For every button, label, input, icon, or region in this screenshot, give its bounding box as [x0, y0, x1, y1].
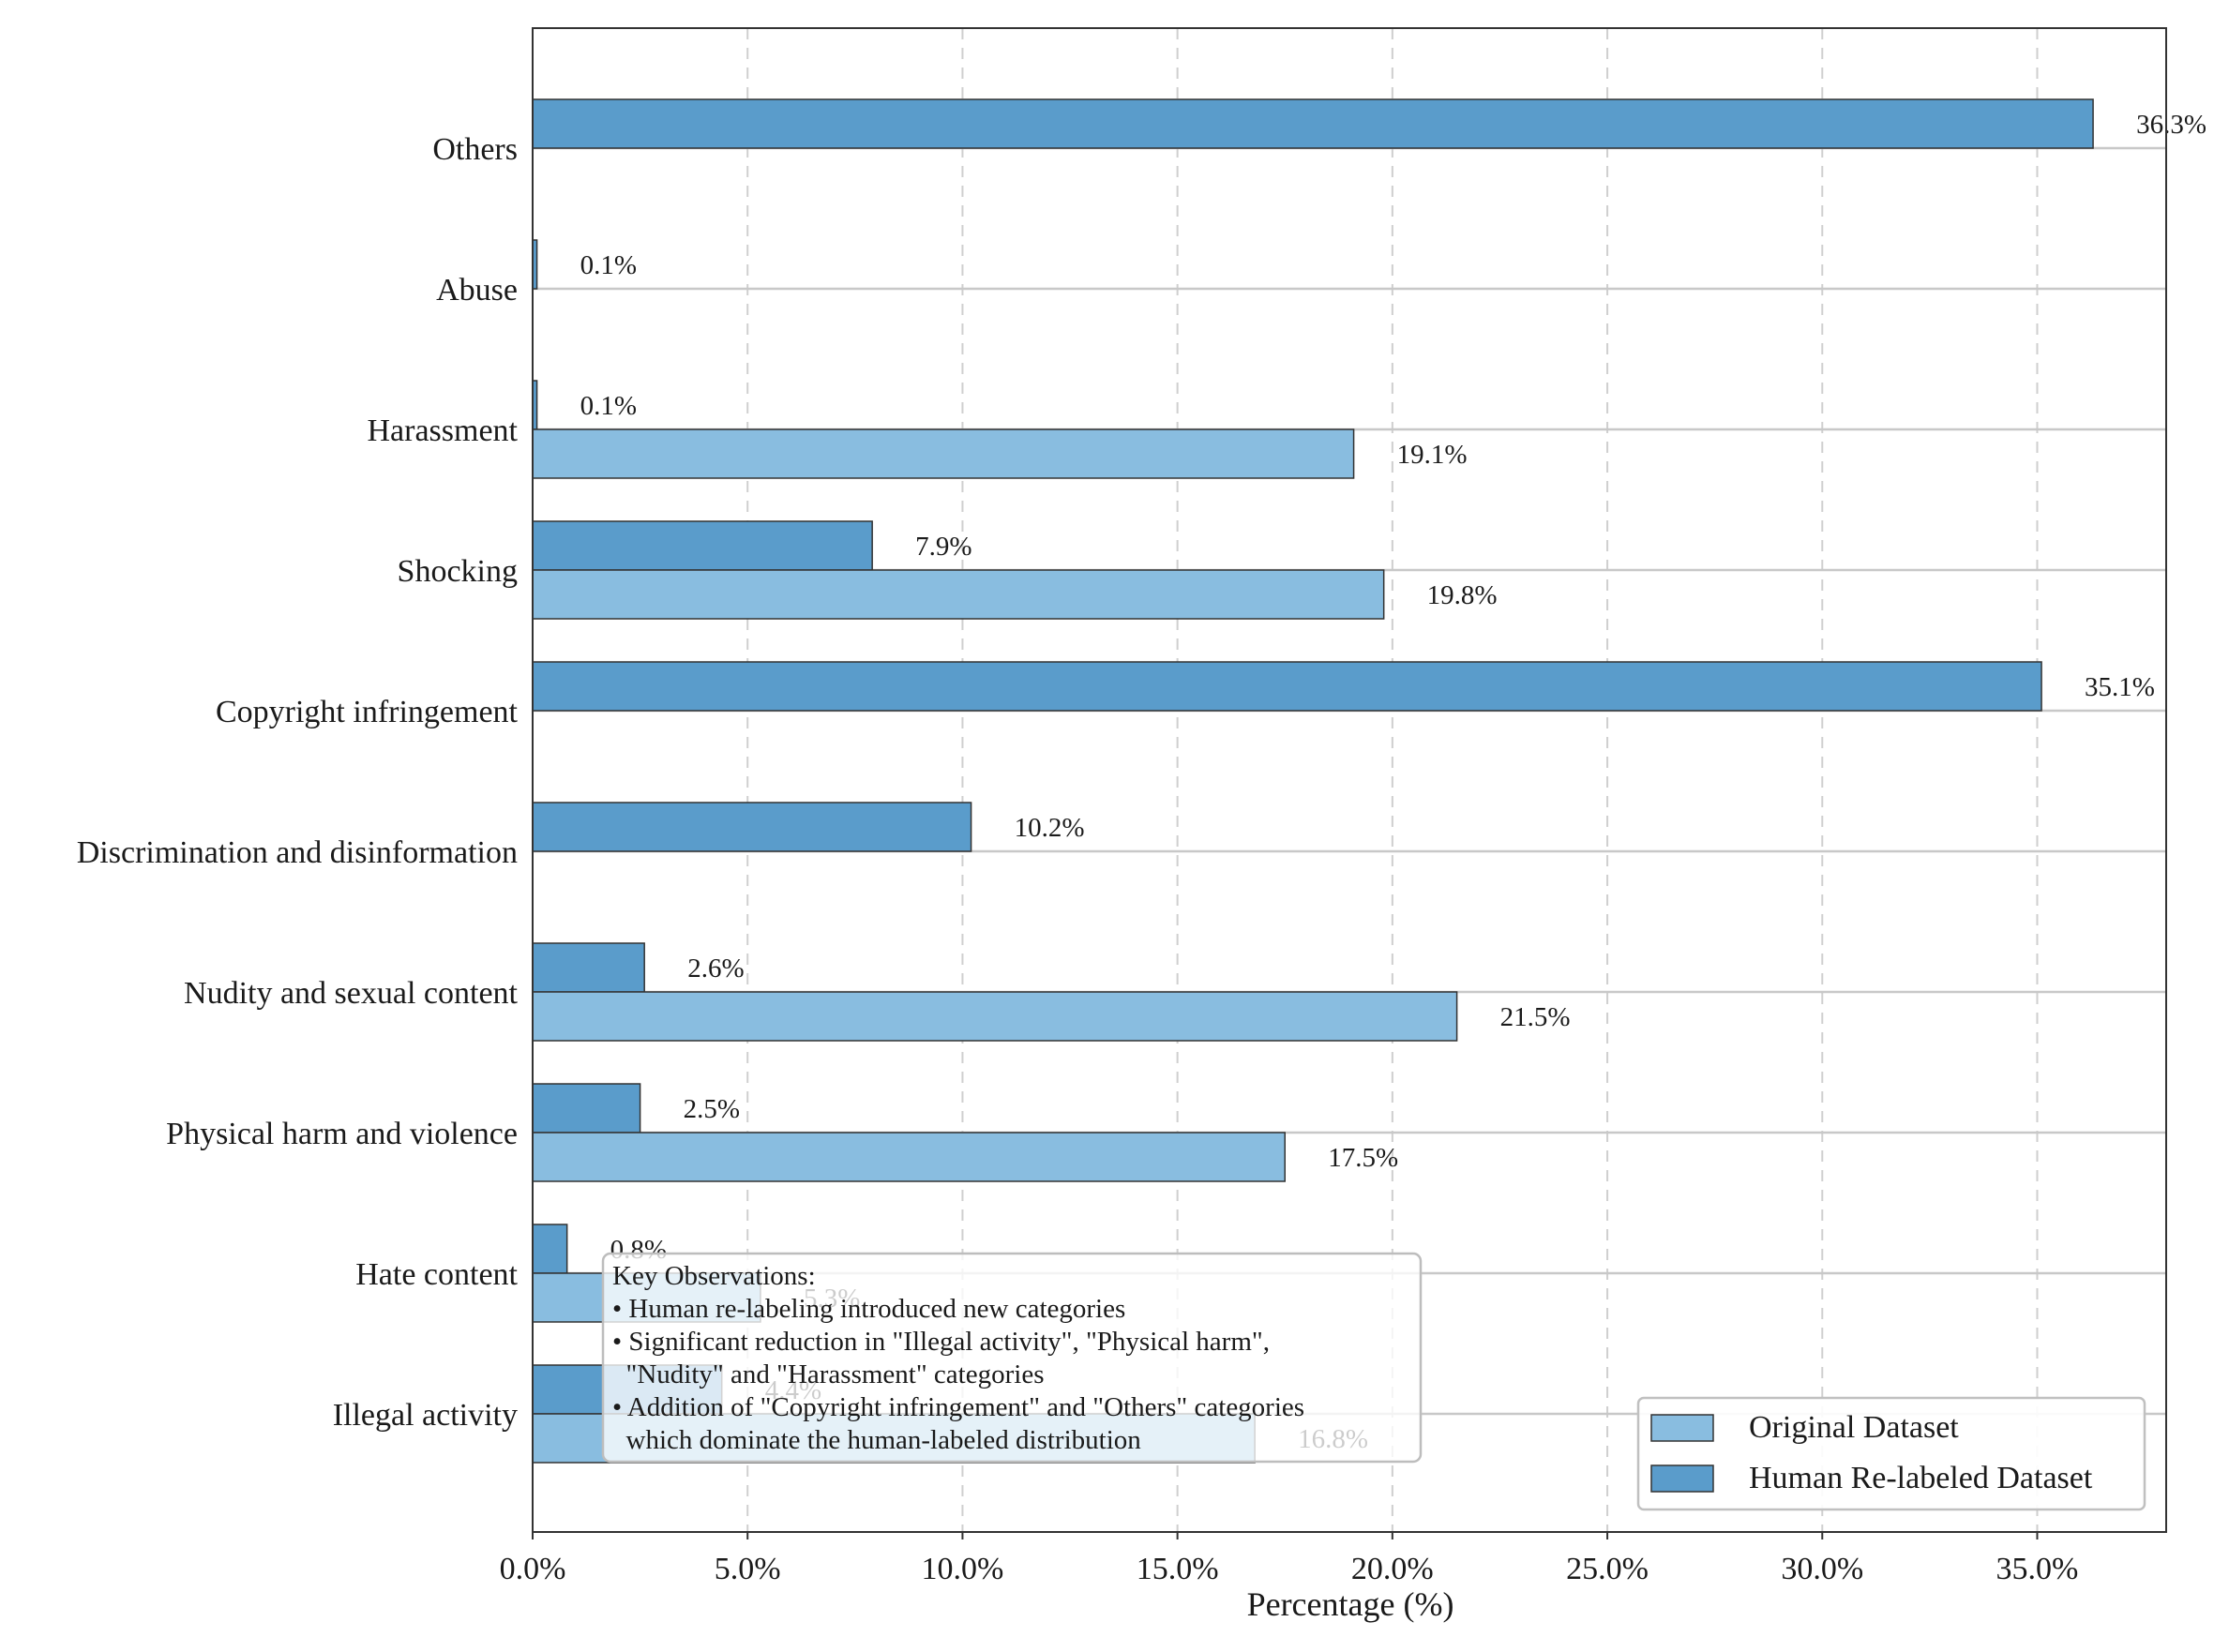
y-tick-label: Shocking	[398, 554, 518, 589]
x-tick-label: 30.0%	[1781, 1552, 1863, 1586]
y-tick-label: Nudity and sexual content	[184, 976, 519, 1011]
x-tick-label: 5.0%	[715, 1552, 781, 1586]
y-tick-label: Copyright infringement	[216, 695, 519, 729]
x-tick-label: 35.0%	[1996, 1552, 2079, 1586]
bar-original-label: 19.8%	[1427, 580, 1498, 610]
y-tick-label: Others	[432, 132, 518, 167]
legend-swatch	[1650, 1414, 1714, 1442]
key-observations-line: • Human re-labeling introduced new categ…	[612, 1294, 1125, 1324]
bar-human-relabeled	[532, 802, 972, 852]
key-observations-line: which dominate the human-labeled distrib…	[612, 1425, 1141, 1455]
bar-human-relabeled	[532, 661, 2042, 712]
y-tick-label: Hate content	[355, 1257, 518, 1292]
key-observations-box: Key Observations:• Human re-labeling int…	[601, 1252, 1423, 1464]
bar-human-relabeled-label: 7.9%	[915, 532, 971, 562]
bar-original	[532, 428, 1355, 479]
plot-frame	[532, 27, 2167, 1533]
key-observations-line: • Significant reduction in "Illegal acti…	[612, 1327, 1270, 1357]
y-tick-label: Abuse	[436, 273, 518, 308]
x-tick-label: 15.0%	[1137, 1552, 1219, 1586]
bar-human-relabeled-label: 0.1%	[580, 250, 637, 280]
legend: Original Dataset Human Re-labeled Dataset	[1636, 1396, 2146, 1511]
bar-original-label: 17.5%	[1328, 1143, 1398, 1173]
bar-original	[532, 1132, 1286, 1182]
legend-swatch	[1650, 1464, 1714, 1493]
key-observations-line: "Nudity" and "Harassment" categories	[612, 1359, 1044, 1389]
bar-human-relabeled	[532, 1224, 568, 1274]
bar-original-label: 21.5%	[1500, 1002, 1571, 1032]
x-tick-label: 0.0%	[500, 1552, 566, 1586]
bar-original	[532, 991, 1458, 1042]
bar-human-relabeled-label: 35.1%	[2085, 672, 2155, 702]
key-observations-line: Key Observations:	[612, 1261, 816, 1291]
bar-human-relabeled	[532, 98, 2094, 149]
x-tick-label: 20.0%	[1351, 1552, 1434, 1586]
bar-human-relabeled	[532, 520, 873, 571]
y-tick-label: Harassment	[367, 413, 518, 448]
bar-human-relabeled	[532, 942, 645, 993]
bar-original	[532, 569, 1385, 620]
y-tick-label: Illegal activity	[333, 1398, 518, 1433]
y-tick-label: Discrimination and disinformation	[77, 835, 518, 870]
legend-frame	[1636, 1396, 2146, 1511]
bar-human-relabeled-label: 0.1%	[580, 391, 637, 421]
legend-entry: Human Re-labeled Dataset	[1749, 1461, 2093, 1495]
legend-entry: Original Dataset	[1749, 1410, 1959, 1445]
key-observations-frame	[601, 1252, 1423, 1464]
axes: 0.0% 5.0% 10.0% 15.0% 20.0% 25.0% 30.0% 35.0% Il…	[77, 27, 2167, 1586]
bar-human-relabeled-label: 36.3%	[2136, 110, 2206, 140]
x-tick-label: 10.0%	[922, 1552, 1004, 1586]
y-tick-label: Physical harm and violence	[166, 1117, 518, 1151]
bar-original-label: 19.1%	[1397, 440, 1468, 470]
bar-human-relabeled-label: 2.5%	[684, 1094, 740, 1124]
x-tick-label: 25.0%	[1566, 1552, 1649, 1586]
key-observations-line: • Addition of "Copyright infringement" a…	[612, 1392, 1304, 1422]
bar-human-relabeled-label: 2.6%	[687, 954, 744, 984]
bar-human-relabeled-label: 10.2%	[1015, 813, 1085, 843]
bar-human-relabeled	[532, 1083, 641, 1134]
x-axis-label: Percentage (%)	[1247, 1585, 1454, 1623]
